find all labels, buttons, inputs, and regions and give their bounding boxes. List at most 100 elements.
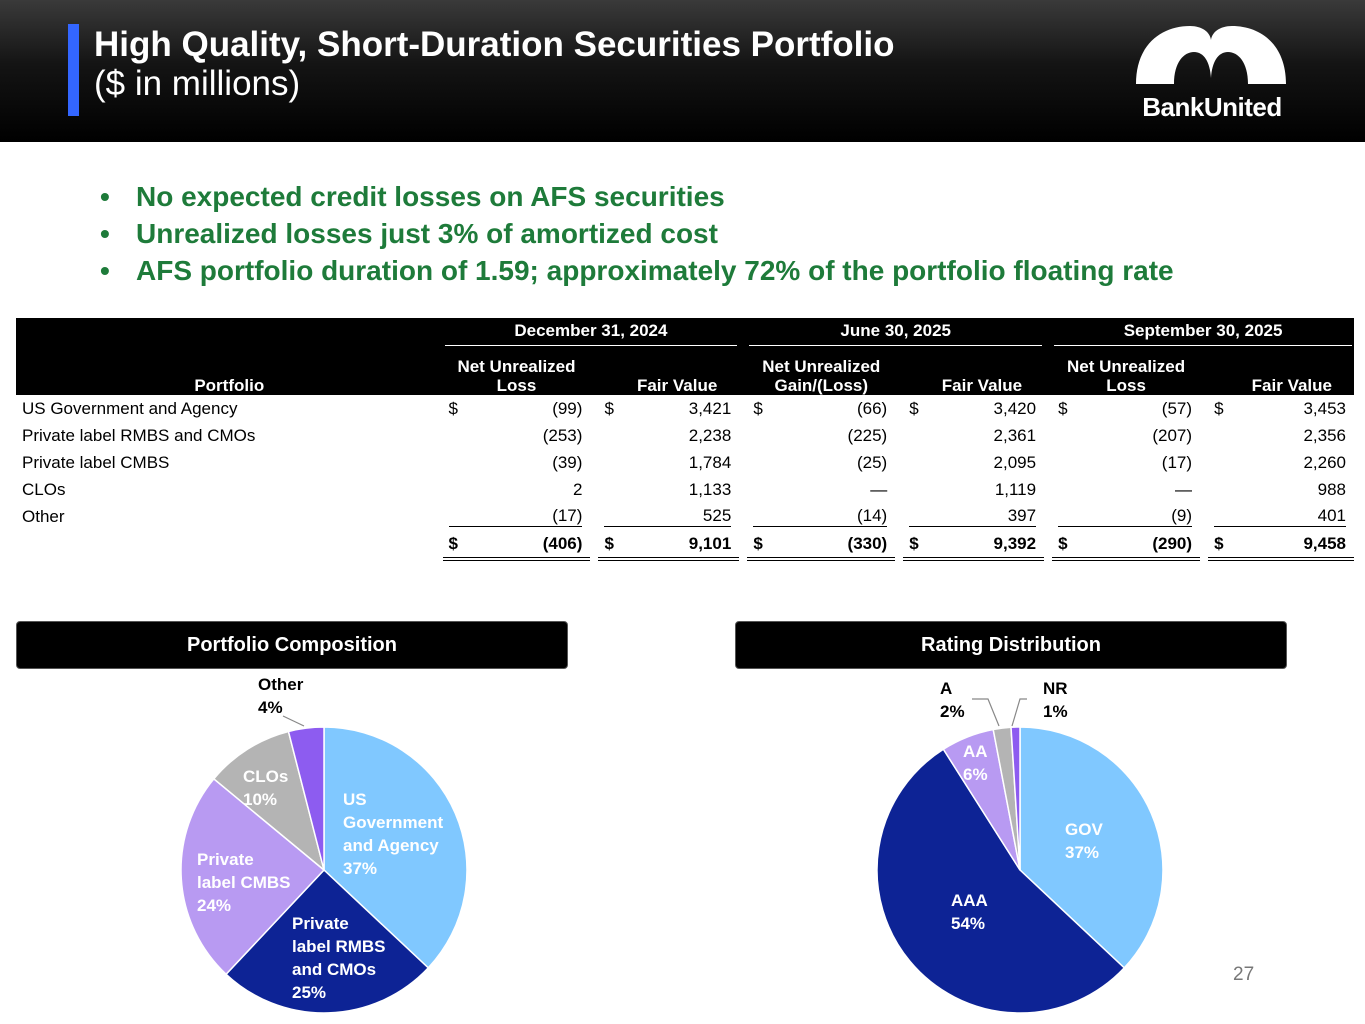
currency-symbol: $ [598,395,620,422]
slice-label: CLOs 10% [243,767,288,809]
currency-text [909,453,914,472]
pie-charts: US Government and Agency 37% Private label RM… [180,675,1164,1014]
slice-label: AAA 54% [951,891,988,933]
currency-text [909,480,914,499]
total-cell: 9,458 [1230,530,1354,561]
currency-text: $ [604,398,614,418]
cell-value: (207) [1152,425,1193,445]
currency-symbol: $ [1208,395,1230,422]
column-gap [590,530,598,559]
slice-label: NR 1% [1043,679,1068,721]
cell-value: 2,356 [1303,425,1346,445]
slice-label-line: 10% [243,790,277,809]
currency-symbol [1052,422,1074,449]
slice-label-line: 24% [197,896,231,915]
pie-slice-other [287,726,325,871]
table-cell: (253) [465,422,591,449]
cell-value: 1,784 [688,452,732,472]
column-gap [739,530,747,559]
currency-text: $ [1214,398,1224,418]
currency-symbol [598,476,620,503]
currency-symbol [747,422,769,449]
column-gap [895,503,903,530]
currency-text [1214,426,1219,445]
leader-line [1011,698,1027,727]
cell-value: 3,420 [993,398,1037,418]
column-gap [590,476,598,503]
table-cell: — [1074,476,1200,503]
table-cell: (225) [769,422,895,449]
column-gap [1200,530,1208,559]
currency-symbol [1052,476,1074,503]
cell-value: 1,133 [688,479,732,499]
slice-label-line: 25% [292,983,326,1002]
column-gap [1200,503,1208,530]
slice-label: AA 6% [963,742,988,784]
row-label: CLOs [22,479,66,499]
cell-value: (225) [847,425,888,445]
slice-label: GOV 37% [1065,820,1103,862]
table-cell: 2,095 [925,449,1044,476]
table-cell: (66) [769,395,895,422]
total-label [16,530,443,559]
leader-line [282,715,305,727]
cell-value: (57) [1161,398,1193,418]
currency-text [753,480,758,499]
slice-label: Other 4% [258,675,304,717]
currency-text [604,426,609,445]
slice-label-line: Private [292,914,349,933]
slice-label-line: 54% [951,914,985,933]
column-gap [895,422,903,449]
table-cell: 1,784 [621,449,740,476]
portfolio-column-header: Portfolio [16,349,443,395]
currency-text [753,453,758,472]
bullet-item: AFS portfolio duration of 1.59; approxim… [100,252,1174,289]
cell-value: 525 [620,506,732,527]
column-gap [590,422,598,449]
table-row: Other (17) 525 (14) 397 (9) 401 [16,503,1354,530]
currency-symbol [903,449,925,476]
column-gap [590,449,598,476]
cell-value: 401 [1230,506,1346,527]
column-gap [1044,395,1052,422]
column-header: Fair Value [903,349,1045,395]
currency-symbol [1208,449,1230,476]
bullet-item: Unrealized losses just 3% of amortized c… [100,215,1174,252]
slice-label-line: Government [343,813,443,832]
column-header: Fair Value [598,349,740,395]
total-cell: 9,101 [620,530,740,561]
cell-value: — [1175,479,1193,499]
currency-text: $ [909,398,919,418]
table-cell: (25) [769,449,895,476]
column-gap [1044,476,1052,503]
pie-slice-clos [212,730,326,873]
column-gap [590,395,598,422]
slice-label: A 2% [940,679,965,721]
cell-value: (39) [552,452,583,472]
currency-text [449,426,454,445]
currency-symbol [903,503,926,530]
slice-label-line: 37% [343,859,377,878]
row-label: Private label RMBS and CMOs [22,425,256,445]
currency-text [1214,453,1219,472]
currency-text [753,426,758,445]
column-gap [739,449,747,476]
currency-text [1058,506,1075,527]
cell-value: (14) [769,506,888,527]
cell-value: 3,453 [1303,398,1346,418]
column-gap [1044,530,1052,559]
cell-value: 2,260 [1303,452,1346,472]
table-cell: (99) [465,395,591,422]
column-gap [739,395,747,422]
column-gap [1044,449,1052,476]
column-gap [895,476,903,503]
currency-text: $ [448,398,459,418]
table-cell: 401 [1230,503,1354,530]
currency-text [604,506,621,527]
pie-slice-private-label-rmbs-and-cmos [225,868,430,1014]
slice-label-line: 2% [940,702,965,721]
column-gap [1200,422,1208,449]
total-cell: (290) [1074,530,1201,561]
slice-label-line: and Agency [343,836,439,855]
column-gap [1044,503,1052,530]
